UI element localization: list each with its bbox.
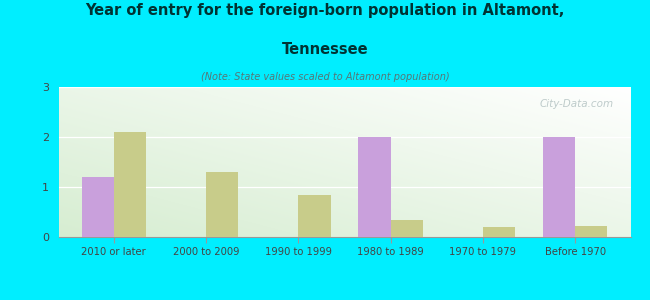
Bar	[358, 137, 391, 237]
Text: Tennessee: Tennessee	[281, 42, 369, 57]
Bar	[483, 227, 515, 237]
Bar	[81, 177, 114, 237]
Legend: Altamont, Tennessee: Altamont, Tennessee	[248, 295, 441, 300]
Bar	[543, 137, 575, 237]
Bar	[298, 194, 331, 237]
Bar	[114, 132, 146, 237]
Text: (Note: State values scaled to Altamont population): (Note: State values scaled to Altamont p…	[201, 72, 449, 82]
Bar	[206, 172, 239, 237]
Bar	[391, 220, 423, 237]
Text: City-Data.com: City-Data.com	[540, 99, 614, 109]
Bar	[575, 226, 608, 237]
Text: Year of entry for the foreign-born population in Altamont,: Year of entry for the foreign-born popul…	[85, 3, 565, 18]
